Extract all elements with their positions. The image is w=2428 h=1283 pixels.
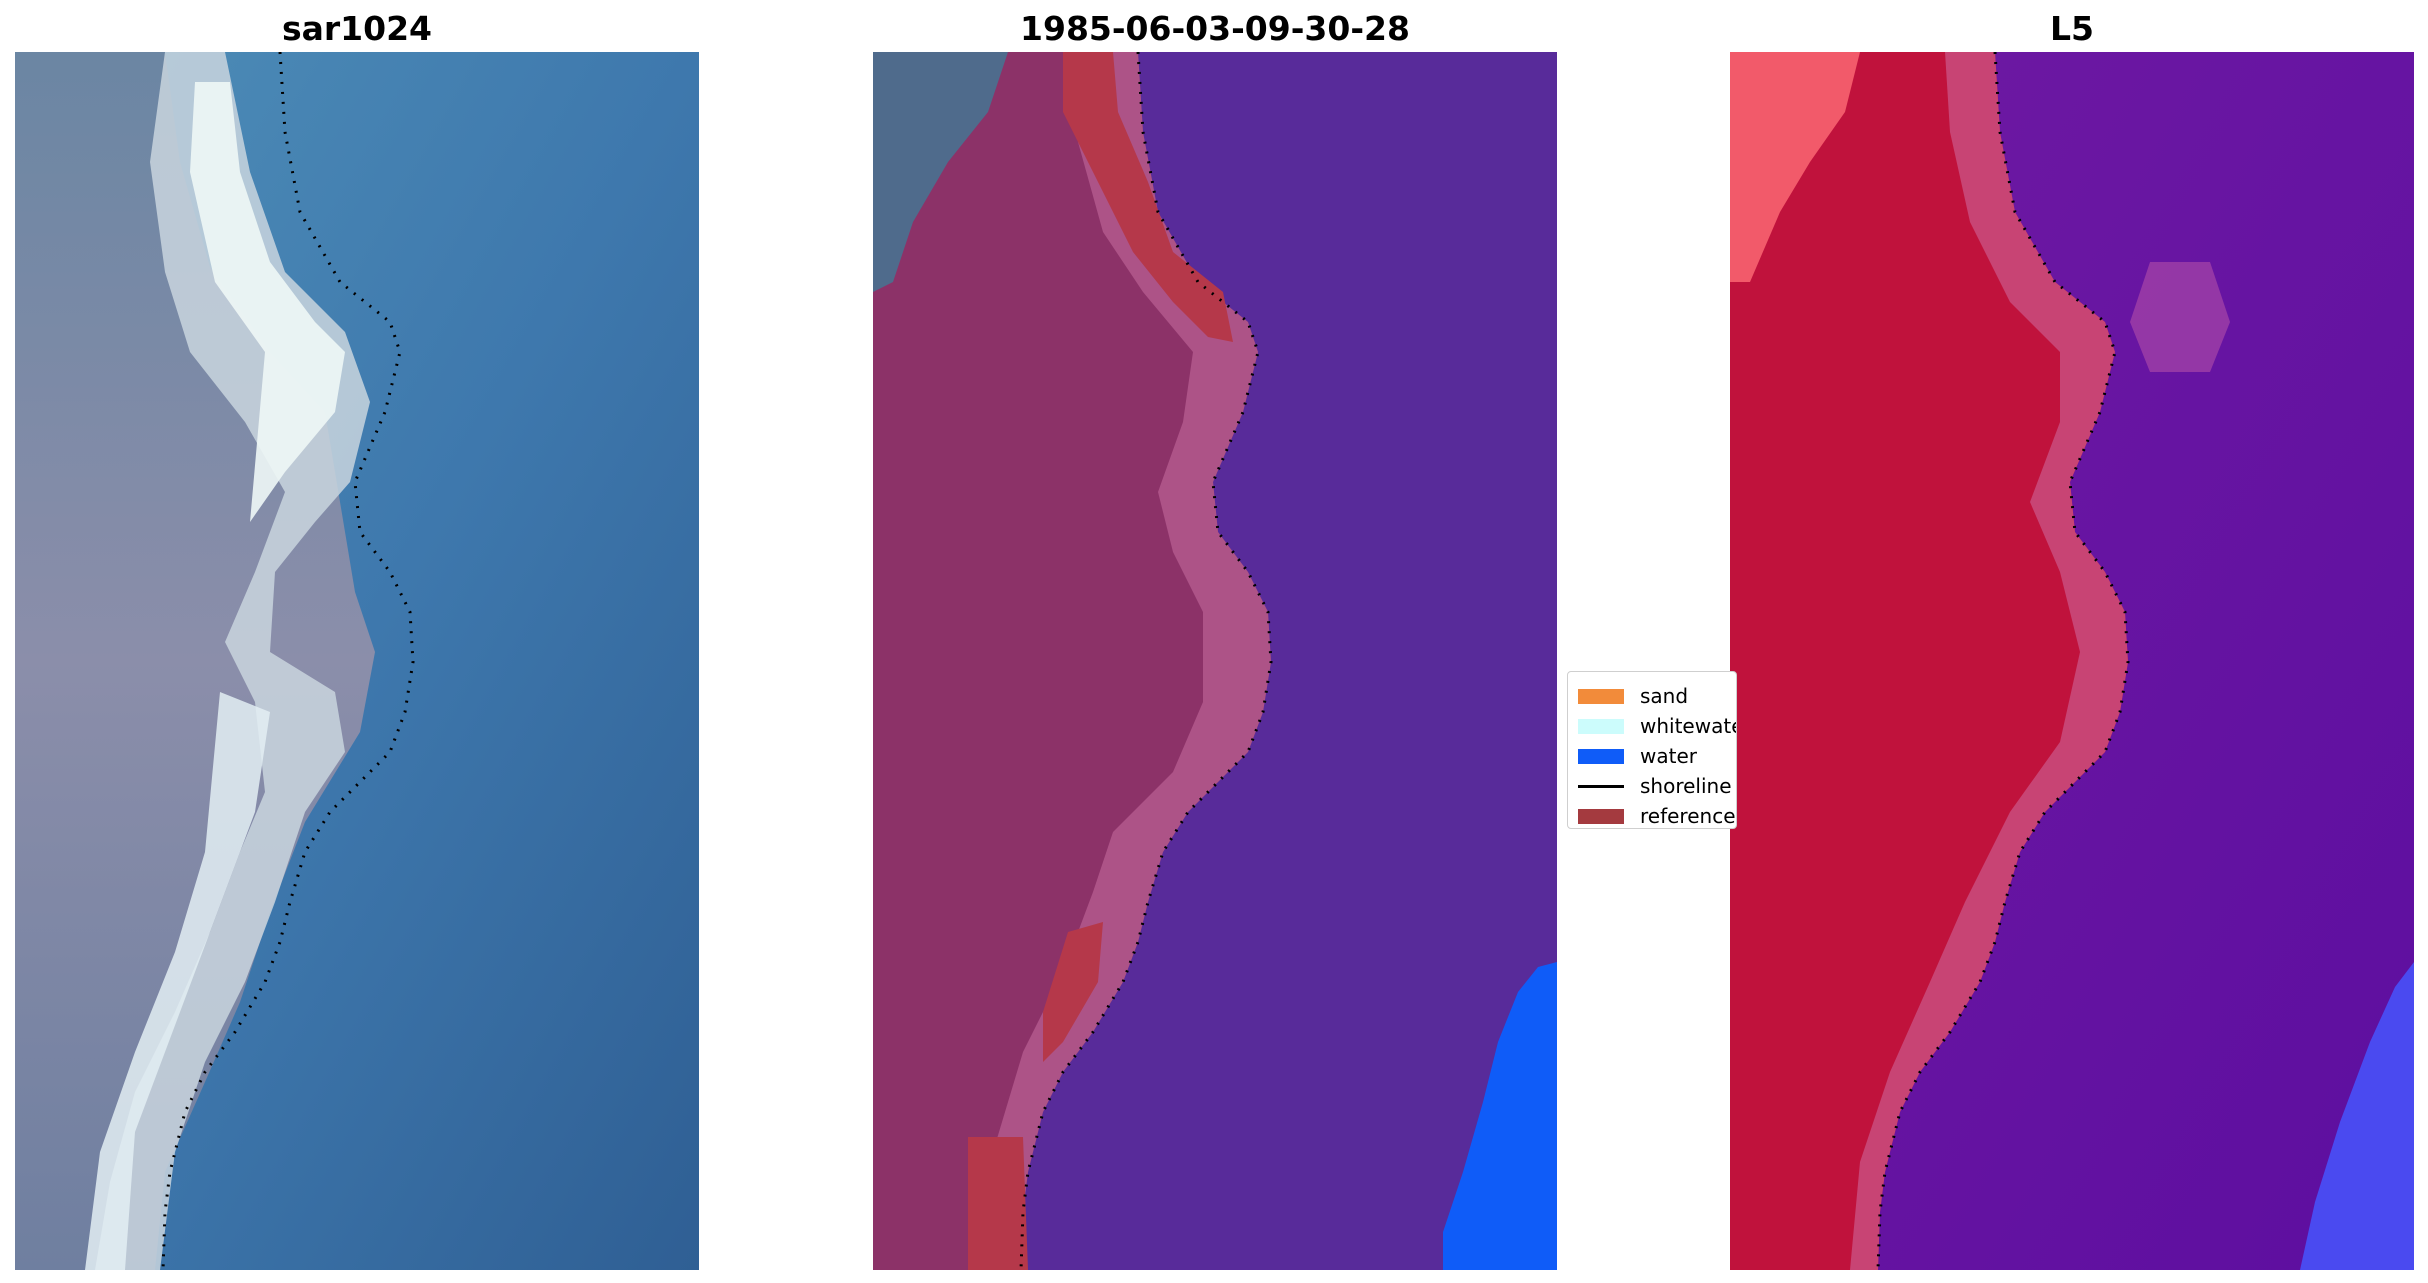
classified-reference-mid bbox=[1043, 922, 1103, 1062]
legend-label-water: water bbox=[1640, 744, 1697, 768]
legend-label-sand: sand bbox=[1640, 684, 1689, 708]
panel-title-3: L5 bbox=[2050, 9, 2094, 48]
rgb-image bbox=[15, 52, 699, 1270]
shoreline-classified bbox=[1019, 52, 1273, 1270]
classified-water-class bbox=[1443, 962, 1557, 1270]
classified-land-edge bbox=[983, 52, 1271, 1270]
rgb-image-panel bbox=[15, 52, 699, 1270]
probability-image bbox=[1730, 52, 2414, 1270]
surf-highlight-lower bbox=[85, 692, 270, 1270]
classified-land bbox=[873, 52, 1271, 1270]
prob-land-edge bbox=[1850, 52, 2128, 1270]
prob-land bbox=[1730, 52, 2128, 1270]
legend-swatch-whitewater bbox=[1578, 718, 1624, 734]
classified-reference-bottom bbox=[968, 1137, 1028, 1270]
probability-image-panel bbox=[1730, 52, 2414, 1270]
legend-swatch-sand bbox=[1578, 688, 1624, 704]
classified-image bbox=[873, 52, 1557, 1270]
panel-title-1: sar1024 bbox=[281, 9, 433, 48]
panel-title-2: 1985-06-03-09-30-28 bbox=[1020, 9, 1410, 48]
shoreline bbox=[161, 52, 415, 1270]
legend-item-reference: reference bbox=[1578, 802, 1736, 828]
legend-item-sand: sand bbox=[1578, 682, 1688, 710]
surf-highlight bbox=[190, 82, 345, 522]
classified-reference-top bbox=[1063, 52, 1233, 342]
prob-corner bbox=[1730, 52, 1860, 282]
legend-line-shoreline bbox=[1578, 784, 1624, 788]
shoreline-probability bbox=[1876, 52, 2130, 1270]
classified-image-panel bbox=[873, 52, 1557, 1270]
legend-label-whitewater: whitewater bbox=[1640, 714, 1736, 738]
legend: sand whitewater water shoreline referenc… bbox=[1567, 671, 1737, 829]
legend-item-whitewater: whitewater bbox=[1578, 712, 1736, 740]
prob-blue-corner bbox=[2300, 962, 2414, 1270]
legend-item-water: water bbox=[1578, 742, 1697, 770]
legend-swatch-water bbox=[1578, 748, 1624, 764]
legend-swatch-reference bbox=[1578, 808, 1624, 824]
legend-item-shoreline: shoreline bbox=[1578, 772, 1732, 800]
legend-label-shoreline: shoreline bbox=[1640, 774, 1732, 798]
classified-corner-land bbox=[873, 52, 1008, 292]
legend-label-reference: reference bbox=[1640, 804, 1736, 828]
prob-patch bbox=[2130, 262, 2230, 372]
land-area bbox=[15, 52, 375, 1270]
